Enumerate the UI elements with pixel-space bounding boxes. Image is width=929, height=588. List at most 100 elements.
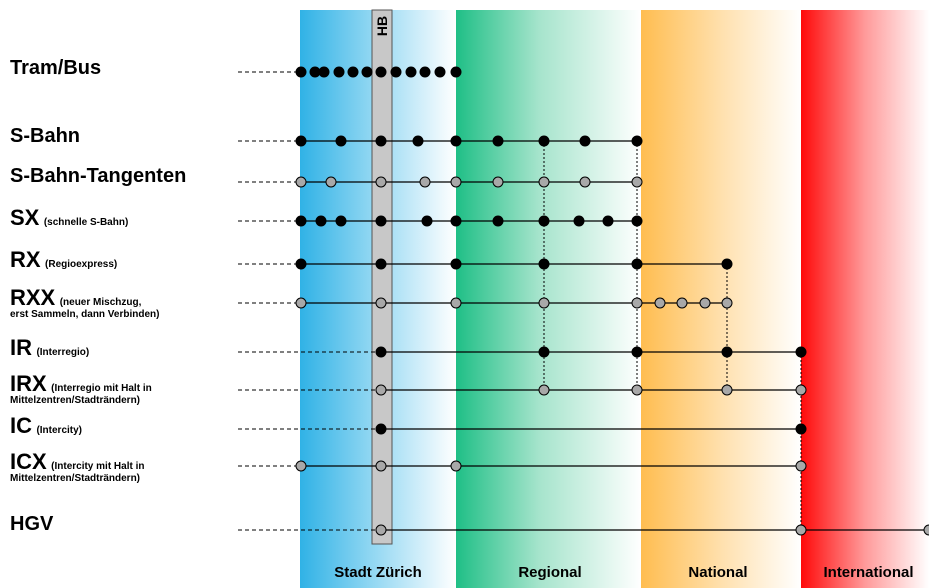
stop-rxx-3 [538,297,550,309]
stop-hgv-2 [923,524,929,536]
row-title-irx: IRX [10,371,47,396]
stop-tang-7 [579,176,591,188]
row-label-irx: IRX (Interregio mit Halt in Mittelzentre… [10,372,152,406]
row-title-rx: RX [10,247,41,272]
stop-tram-9 [419,66,431,78]
stop-rxx-8 [721,297,733,309]
row-label-rx: RX (Regioexpress) [10,248,117,272]
zone-band-national [641,10,801,588]
zone-band-regional [456,10,641,588]
row-label-sbahn: S-Bahn [10,126,80,147]
stop-tang-3 [419,176,431,188]
row-title-tram: Tram/Bus [10,57,102,79]
row-label-rxx: RXX (neuer Mischzug, erst Sammeln, dann … [10,286,159,320]
stop-ir-4 [795,346,807,358]
zone-label-national: National [688,564,748,581]
stop-sx-8 [573,215,585,227]
stop-rx-4 [631,258,643,270]
stop-tram-8 [405,66,417,78]
stop-rxx-4 [631,297,643,309]
stops [295,66,929,536]
stop-irx-0 [375,384,387,396]
stop-ir-3 [721,346,733,358]
stop-ir-1 [538,346,550,358]
stop-tang-4 [450,176,462,188]
stop-tram-7 [390,66,402,78]
stop-irx-4 [795,384,807,396]
row-note-irx: (Interregio mit Halt in [51,383,152,394]
stop-tram-6 [375,66,387,78]
row-note2-icx: Mittelzentren/Stadträndern) [10,472,141,484]
stop-tang-5 [492,176,504,188]
stop-hgv-0 [375,524,387,536]
stop-sbahn-3 [412,135,424,147]
zone-label-stadt: Stadt Zürich [334,564,422,581]
stop-sbahn-5 [492,135,504,147]
row-note2-rxx: erst Sammeln, dann Verbinden) [10,308,160,320]
stop-ic-1 [795,423,807,435]
row-note-ic: (Intercity) [36,425,83,436]
dashed-leads [238,71,380,531]
stop-tram-4 [347,66,359,78]
stop-sbahn-2 [375,135,387,147]
row-title-ir: IR [10,335,32,360]
row-note-icx: (Intercity mit Halt in [51,461,145,472]
stop-rxx-5 [654,297,666,309]
stop-irx-1 [538,384,550,396]
stop-rx-0 [295,258,307,270]
stop-rxx-7 [699,297,711,309]
stop-ir-0 [375,346,387,358]
stop-sx-10 [631,215,643,227]
stop-tram-0 [295,66,307,78]
stop-tang-6 [538,176,550,188]
stop-sx-5 [450,215,462,227]
row-label-ir: IR (Interregio) [10,336,89,360]
stop-rxx-1 [375,297,387,309]
stop-sx-2 [335,215,347,227]
row-note-ir: (Interregio) [36,347,90,358]
row-title-hgv: HGV [10,513,54,535]
row-title-sx: SX [10,205,40,230]
stop-irx-3 [721,384,733,396]
stop-rxx-2 [450,297,462,309]
stop-irx-2 [631,384,643,396]
row-note-sx: (schnelle S-Bahn) [43,217,129,228]
stop-rx-2 [450,258,462,270]
stop-icx-2 [450,460,462,472]
row-title-sbahn: S-Bahn [10,125,80,147]
stop-rxx-6 [676,297,688,309]
stop-rx-5 [721,258,733,270]
row-title-tang: S-Bahn-Tangenten [10,165,187,187]
row-note-rxx: (neuer Mischzug, [59,297,142,308]
row-label-ic: IC (Intercity) [10,414,82,438]
row-title-ic: IC [10,413,32,438]
row-title-icx: ICX [10,449,47,474]
stop-icx-3 [795,460,807,472]
zone-label-international: International [823,564,914,581]
stop-sbahn-7 [579,135,591,147]
stop-icx-1 [375,460,387,472]
row-note2-irx: Mittelzentren/Stadträndern) [10,394,141,406]
stop-tang-1 [325,176,337,188]
stop-tram-10 [434,66,446,78]
stop-tram-5 [361,66,373,78]
stop-sbahn-6 [538,135,550,147]
row-label-sx: SX (schnelle S-Bahn) [10,206,128,230]
row-title-rxx: RXX [10,285,56,310]
stop-sx-3 [375,215,387,227]
stop-sx-6 [492,215,504,227]
stop-sx-9 [602,215,614,227]
zone-band-international [801,10,929,588]
stop-sbahn-1 [335,135,347,147]
row-label-tang: S-Bahn-Tangenten [10,166,186,187]
zone-label-regional: Regional [518,564,582,581]
hub-label: HB [372,12,392,40]
stop-tram-11 [450,66,462,78]
stop-tang-8 [631,176,643,188]
stop-sx-4 [421,215,433,227]
stop-rxx-0 [295,297,307,309]
stop-tang-0 [295,176,307,188]
row-note-rx: (Regioexpress) [45,259,118,270]
row-label-tram: Tram/Bus [10,58,101,79]
